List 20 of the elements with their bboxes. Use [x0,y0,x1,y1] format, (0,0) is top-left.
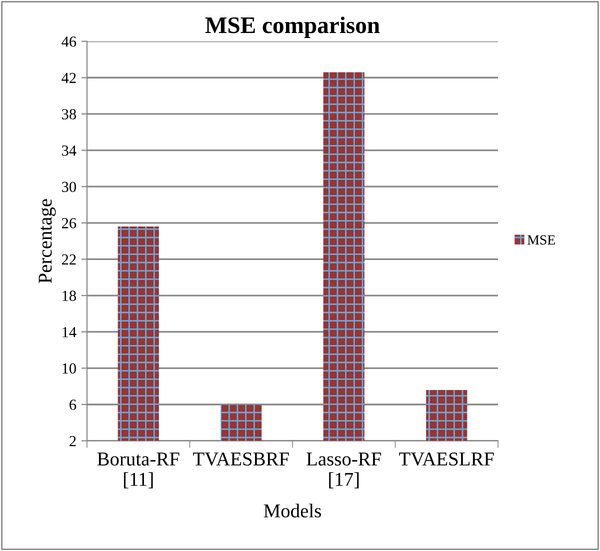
x-tick-label: Lasso-RF [17] [306,452,381,488]
y-tick-label: 38 [62,109,76,120]
x-tick-label: TVAESLRF [399,452,494,466]
y-tick-label: 22 [62,254,76,265]
y-tick-label: 30 [62,182,76,192]
y-tick-label: 46 [62,36,76,47]
y-tick-label: 26 [62,218,76,228]
chart-title: MSE comparison [205,16,380,38]
y-axis-title: Percentage [38,199,56,284]
y-tick-label: 42 [62,72,76,83]
y-tick-label: 2 [70,436,76,446]
x-tick-label: TVAESBRF [193,452,289,466]
y-tick-label: 14 [62,327,76,338]
y-tick-label: 18 [62,290,76,301]
x-tick-label: Boruta-RF [11] [97,452,180,488]
legend-label: MSE [528,235,555,245]
y-tick-label: 10 [62,363,76,374]
x-axis-title: Models [264,504,321,518]
y-tick-label: 34 [62,145,76,156]
y-tick-label: 6 [70,400,76,410]
